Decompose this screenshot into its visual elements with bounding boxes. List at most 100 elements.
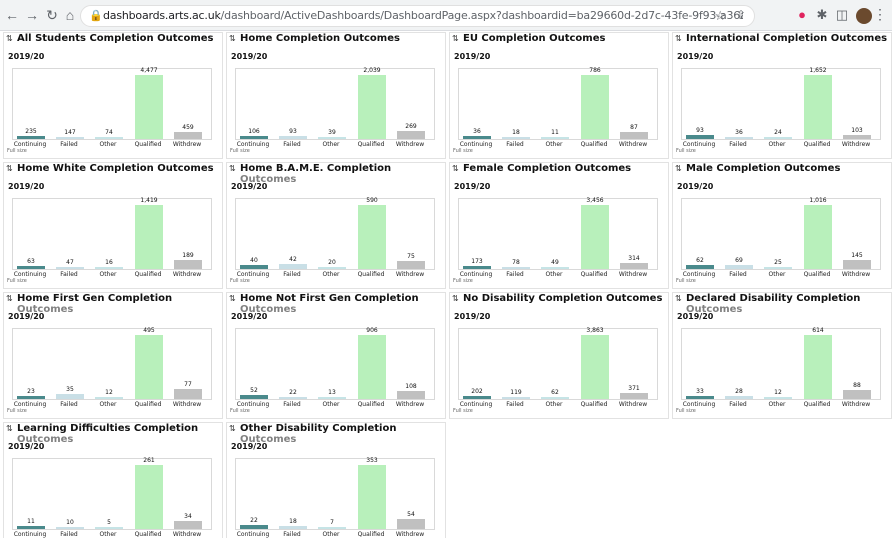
full-size-link[interactable]: Full size [7,278,27,284]
refresh-icon[interactable]: ⇅ [452,164,459,173]
bar-withdrew[interactable] [174,260,202,269]
refresh-icon[interactable]: ⇅ [229,424,236,433]
bar-failed[interactable] [56,137,84,139]
share-icon[interactable]: ⇧ [735,8,746,22]
url-text[interactable]: dashboards.arts.ac.uk/dashboard/ActiveDa… [103,9,743,22]
refresh-icon[interactable]: ⇅ [6,294,13,303]
bar-failed[interactable] [56,267,84,269]
bookmark-star-icon[interactable]: ☆ [714,8,726,23]
bar-other[interactable] [95,267,123,269]
chart-panel[interactable]: ⇅ All Students Completion Outcomes 2019/20… [3,32,223,159]
bar-withdrew[interactable] [397,391,425,399]
bar-qualified[interactable] [135,75,163,139]
chart-panel[interactable]: ⇅ Male Completion Outcomes 2019/20 62 69 25 1,… [672,162,892,289]
bar-withdrew[interactable] [174,521,202,529]
bar-withdrew[interactable] [397,131,425,139]
sidebar-toggle-icon[interactable]: ◫ [835,7,849,22]
chart-panel[interactable]: ⇅ Learning Difficulties Completion Outcome… [3,422,223,538]
chart-panel[interactable]: ⇅ Home Not First Gen Completion Outcomes 20… [226,292,446,419]
bar-failed[interactable] [56,527,84,529]
full-size-link[interactable]: Full size [676,408,696,414]
refresh-icon[interactable]: ⇅ [452,34,459,43]
refresh-icon[interactable]: ⇅ [229,34,236,43]
bar-continuing[interactable] [463,136,491,139]
address-bar[interactable]: 🔒 dashboards.arts.ac.uk/dashboard/Active… [80,5,755,27]
bar-withdrew[interactable] [843,390,871,399]
bar-withdrew[interactable] [620,132,648,139]
profile-avatar[interactable] [856,8,872,24]
bar-continuing[interactable] [17,396,45,399]
bar-continuing[interactable] [686,396,714,399]
bar-continuing[interactable] [463,396,491,399]
full-size-link[interactable]: Full size [676,148,696,154]
bar-other[interactable] [764,267,792,269]
bar-qualified[interactable] [804,335,832,399]
bar-failed[interactable] [56,394,84,399]
bar-withdrew[interactable] [397,519,425,529]
chart-panel[interactable]: ⇅ Home White Completion Outcomes 2019/20 63… [3,162,223,289]
refresh-icon[interactable]: ⇅ [6,424,13,433]
bar-failed[interactable] [279,526,307,529]
bar-other[interactable] [318,527,346,529]
bar-other[interactable] [764,397,792,399]
bar-continuing[interactable] [240,395,268,399]
bar-continuing[interactable] [240,265,268,269]
bar-qualified[interactable] [358,335,386,399]
bar-other[interactable] [318,267,346,269]
refresh-icon[interactable]: ⇅ [229,294,236,303]
bar-qualified[interactable] [358,465,386,529]
extension-icon[interactable]: ● [798,7,806,22]
full-size-link[interactable]: Full size [230,148,250,154]
home-icon[interactable]: ⌂ [65,7,75,23]
chart-panel[interactable]: ⇅ Female Completion Outcomes 2019/20 173 78 4… [449,162,669,289]
bar-other[interactable] [318,137,346,139]
bar-failed[interactable] [725,265,753,269]
menu-kebab-icon[interactable]: ⋮ [873,6,887,22]
bar-qualified[interactable] [581,75,609,139]
bar-other[interactable] [541,137,569,139]
reload-icon[interactable]: ↻ [46,7,58,23]
bar-qualified[interactable] [804,75,832,139]
bar-other[interactable] [318,397,346,399]
bar-continuing[interactable] [17,526,45,529]
chart-panel[interactable]: ⇅ EU Completion Outcomes 2019/20 36 18 11 786 8… [449,32,669,159]
full-size-link[interactable]: Full size [676,278,696,284]
bar-qualified[interactable] [581,205,609,269]
chart-panel[interactable]: ⇅ Home Completion Outcomes 2019/20 106 93 39 2… [226,32,446,159]
full-size-link[interactable]: Full size [453,278,473,284]
bar-qualified[interactable] [358,75,386,139]
bar-qualified[interactable] [581,335,609,399]
full-size-link[interactable]: Full size [230,408,250,414]
bar-failed[interactable] [502,137,530,139]
chart-panel[interactable]: ⇅ International Completion Outcomes 2019/2… [672,32,892,159]
bar-withdrew[interactable] [843,135,871,139]
chart-panel[interactable]: ⇅ Other Disability Completion Outcomes 2019… [226,422,446,538]
bar-failed[interactable] [279,264,307,269]
bar-other[interactable] [95,527,123,529]
refresh-icon[interactable]: ⇅ [6,34,13,43]
bar-continuing[interactable] [240,525,268,529]
puzzle-extensions-icon[interactable]: ✱ [816,7,828,22]
full-size-link[interactable]: Full size [453,408,473,414]
bar-qualified[interactable] [135,205,163,269]
chart-panel[interactable]: ⇅ Home First Gen Completion Outcomes 2019/2… [3,292,223,419]
bar-withdrew[interactable] [620,393,648,399]
full-size-link[interactable]: Full size [453,148,473,154]
bar-other[interactable] [95,137,123,139]
bar-failed[interactable] [725,396,753,399]
bar-withdrew[interactable] [620,263,648,269]
refresh-icon[interactable]: ⇅ [675,294,682,303]
bar-qualified[interactable] [358,205,386,269]
refresh-icon[interactable]: ⇅ [675,34,682,43]
bar-other[interactable] [95,397,123,399]
chart-panel[interactable]: ⇅ No Disability Completion Outcomes 2019/2… [449,292,669,419]
back-icon[interactable]: ← [5,7,19,23]
bar-withdrew[interactable] [174,132,202,139]
chart-panel[interactable]: ⇅ Home B.A.M.E. Completion Outcomes 2019/20… [226,162,446,289]
bar-continuing[interactable] [17,136,45,139]
full-size-link[interactable]: Full size [7,148,27,154]
bar-continuing[interactable] [686,265,714,269]
bar-continuing[interactable] [17,266,45,269]
full-size-link[interactable]: Full size [7,408,27,414]
refresh-icon[interactable]: ⇅ [6,164,13,173]
